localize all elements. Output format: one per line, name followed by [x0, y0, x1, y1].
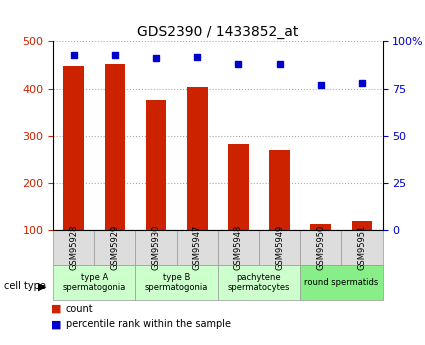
Bar — [228, 144, 249, 230]
FancyBboxPatch shape — [177, 230, 218, 265]
FancyBboxPatch shape — [218, 265, 300, 300]
Bar — [351, 221, 372, 230]
FancyBboxPatch shape — [218, 230, 259, 265]
Title: GDS2390 / 1433852_at: GDS2390 / 1433852_at — [137, 25, 298, 39]
Bar — [310, 224, 331, 230]
FancyBboxPatch shape — [259, 230, 300, 265]
Text: type B
spermatogonia: type B spermatogonia — [145, 273, 208, 292]
Bar — [187, 87, 207, 230]
Text: GSM95929: GSM95929 — [110, 225, 119, 270]
FancyBboxPatch shape — [136, 230, 177, 265]
Text: GSM95947: GSM95947 — [193, 225, 202, 270]
Text: ■: ■ — [51, 304, 62, 314]
FancyBboxPatch shape — [94, 230, 136, 265]
Text: round spermatids: round spermatids — [304, 278, 378, 287]
FancyBboxPatch shape — [53, 230, 94, 265]
Text: GSM95949: GSM95949 — [275, 225, 284, 270]
FancyBboxPatch shape — [341, 230, 382, 265]
Text: GSM95950: GSM95950 — [316, 225, 325, 270]
FancyBboxPatch shape — [300, 230, 341, 265]
FancyBboxPatch shape — [300, 265, 383, 300]
Text: GSM95930: GSM95930 — [152, 225, 161, 270]
Text: GSM95928: GSM95928 — [69, 225, 78, 270]
Text: type A
spermatogonia: type A spermatogonia — [62, 273, 126, 292]
Bar — [105, 64, 125, 230]
Text: GSM95951: GSM95951 — [357, 225, 366, 270]
Bar — [146, 100, 166, 230]
Text: ▶: ▶ — [38, 282, 47, 291]
Text: count: count — [66, 304, 94, 314]
Text: cell type: cell type — [4, 282, 46, 291]
FancyBboxPatch shape — [136, 265, 218, 300]
Bar — [63, 66, 84, 230]
FancyBboxPatch shape — [53, 265, 136, 300]
Text: percentile rank within the sample: percentile rank within the sample — [66, 319, 231, 329]
Text: ■: ■ — [51, 319, 62, 329]
Text: pachytene
spermatocytes: pachytene spermatocytes — [228, 273, 290, 292]
Bar — [269, 149, 290, 230]
Text: GSM95948: GSM95948 — [234, 225, 243, 270]
